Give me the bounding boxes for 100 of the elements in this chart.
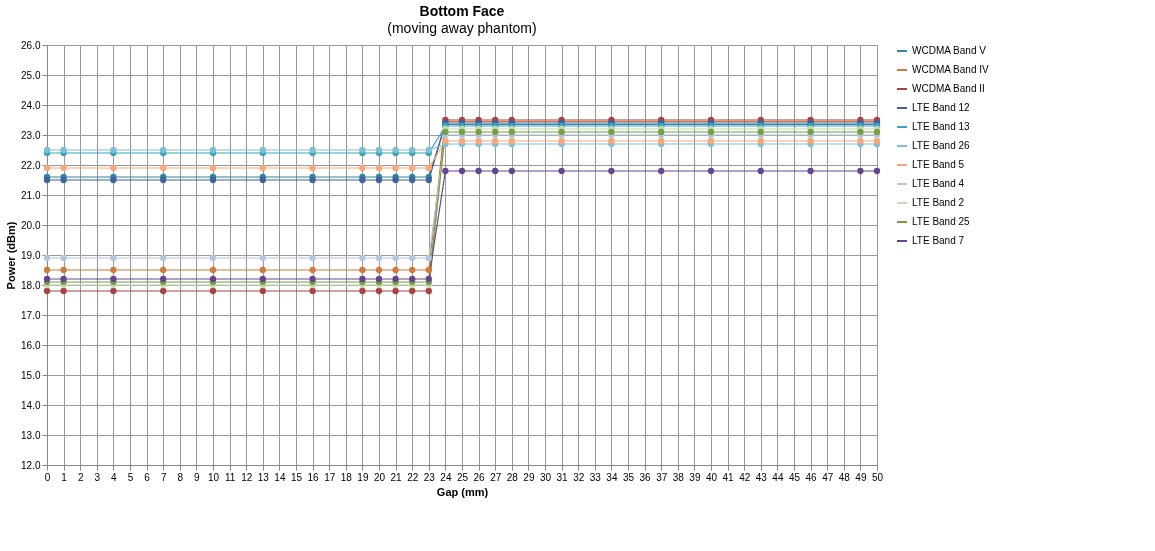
point <box>43 254 51 262</box>
point <box>359 254 366 262</box>
x-tick-label: 36 <box>639 471 652 483</box>
legend-label: LTE Band 4 <box>912 178 965 189</box>
x-tick-label: 46 <box>805 471 818 483</box>
point <box>707 167 715 175</box>
chart-subtitle: (moving away phantom) <box>387 20 537 36</box>
point <box>309 164 316 172</box>
point <box>757 167 764 175</box>
legend-label: WCDMA Band V <box>912 45 987 56</box>
x-tick-label: 0 <box>44 471 51 483</box>
y-tick-label: 21.0 <box>21 189 41 201</box>
x-tick-label: 28 <box>506 471 519 483</box>
x-tick-label: 17 <box>324 471 336 483</box>
y-tick-label: 23.0 <box>21 129 41 141</box>
x-tick-label: 14 <box>274 471 286 483</box>
x-tick-label: 31 <box>556 471 569 483</box>
point <box>309 287 316 295</box>
point <box>359 164 366 172</box>
point <box>558 167 565 175</box>
x-tick-label: 44 <box>772 471 784 483</box>
x-tick-label: 18 <box>340 471 353 483</box>
x-tick-label: 32 <box>573 471 585 483</box>
y-tick-label: 12.0 <box>21 459 41 471</box>
y-tick-label: 18.0 <box>21 279 41 291</box>
x-tick-label: 1 <box>61 471 68 483</box>
point <box>160 164 167 172</box>
legend-label: LTE Band 25 <box>912 216 971 227</box>
point <box>259 164 266 172</box>
point <box>392 254 399 262</box>
x-tick-label: 29 <box>523 471 535 483</box>
x-tick-label: 45 <box>788 471 801 483</box>
point <box>60 164 67 172</box>
x-tick-label: 24 <box>440 471 452 483</box>
point <box>209 266 217 274</box>
point <box>43 164 51 172</box>
x-tick-label: 22 <box>407 471 419 483</box>
point <box>409 164 416 172</box>
x-tick-label: 41 <box>722 471 735 483</box>
point <box>160 266 167 274</box>
point <box>259 266 266 274</box>
x-tick-label: 34 <box>606 471 618 483</box>
x-axis-title: Gap (mm) <box>436 485 489 498</box>
x-tick-label: 47 <box>822 471 834 483</box>
y-tick-label: 16.0 <box>21 339 41 351</box>
x-tick-label: 12 <box>241 471 253 483</box>
legend-label: WCDMA Band II <box>912 83 985 94</box>
x-tick-label: 49 <box>855 471 867 483</box>
y-tick-label: 25.0 <box>21 69 41 81</box>
point <box>359 266 366 274</box>
point <box>359 287 366 295</box>
point <box>392 287 399 295</box>
point <box>425 164 432 172</box>
x-tick-label: 20 <box>373 471 386 483</box>
x-tick-label: 39 <box>689 471 701 483</box>
point <box>425 266 432 274</box>
legend-label: LTE Band 13 <box>912 121 971 132</box>
x-tick-label: 5 <box>127 471 134 483</box>
x-tick-label: 23 <box>423 471 436 483</box>
point <box>857 167 864 175</box>
point <box>110 164 117 172</box>
point <box>873 167 881 175</box>
y-tick-label: 15.0 <box>21 369 41 381</box>
x-tick-label: 27 <box>490 471 502 483</box>
point <box>375 266 383 274</box>
point <box>209 254 217 262</box>
legend-label: WCDMA Band IV <box>912 64 990 75</box>
point <box>807 167 814 175</box>
point <box>60 266 67 274</box>
y-tick-label: 17.0 <box>21 309 41 321</box>
point <box>43 266 51 274</box>
point <box>209 164 217 172</box>
x-tick-label: 42 <box>739 471 751 483</box>
point <box>309 266 316 274</box>
x-tick-label: 2 <box>77 471 84 483</box>
point <box>209 287 217 295</box>
x-tick-label: 33 <box>589 471 602 483</box>
x-tick-label: 50 <box>871 471 884 483</box>
x-tick-label: 43 <box>755 471 768 483</box>
x-tick-label: 13 <box>257 471 270 483</box>
point <box>160 254 167 262</box>
x-tick-label: 16 <box>307 471 320 483</box>
y-tick-label: 20.0 <box>21 219 41 231</box>
point <box>392 164 399 172</box>
y-tick-label: 22.0 <box>21 159 41 171</box>
point <box>492 167 499 175</box>
point <box>508 167 515 175</box>
x-tick-label: 25 <box>456 471 469 483</box>
point <box>409 287 416 295</box>
point <box>425 287 432 295</box>
x-tick-label: 11 <box>224 471 236 483</box>
x-tick-label: 10 <box>207 471 220 483</box>
point <box>110 254 117 262</box>
point <box>259 254 266 262</box>
y-axis-title: Power (dBm) <box>5 221 18 290</box>
x-tick-label: 4 <box>111 471 118 483</box>
x-tick-label: 30 <box>539 471 552 483</box>
point <box>392 266 399 274</box>
point <box>475 167 482 175</box>
point <box>375 254 383 262</box>
